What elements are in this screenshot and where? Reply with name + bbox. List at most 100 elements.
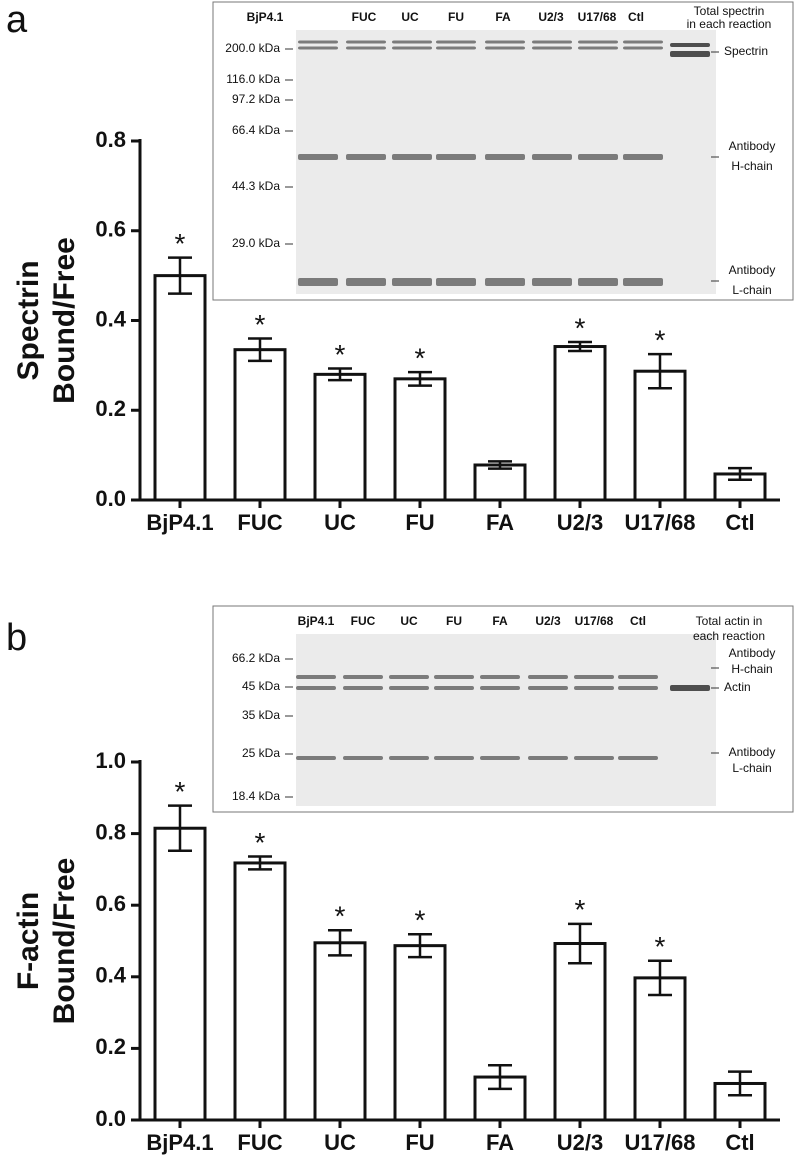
marker-label: 200.0 kDa	[225, 41, 280, 55]
error-bar	[488, 460, 512, 470]
x-tick-label: UC	[324, 510, 356, 535]
lane-label: FUC	[351, 614, 376, 628]
gel-band	[389, 686, 429, 690]
lane-label: UC	[401, 10, 419, 24]
x-tick-label: U17/68	[625, 1130, 696, 1155]
y-axis-label: F-actin	[12, 892, 45, 990]
x-tick-label: FUC	[237, 510, 282, 535]
gel-band	[623, 40, 663, 44]
lane-label: U2/3	[538, 10, 564, 24]
error-bar	[168, 804, 192, 853]
gel-band	[623, 278, 663, 286]
total-label: Total spectrin	[694, 4, 765, 18]
bar	[633, 976, 687, 1122]
gel-band	[346, 40, 386, 44]
total-label: Total actin in	[696, 614, 763, 628]
band-label: Antibody	[729, 745, 776, 759]
gel-band	[574, 686, 614, 690]
lane-label: Ctl	[628, 10, 644, 24]
significance-mark: *	[335, 339, 346, 370]
band-label: Antibody	[729, 139, 776, 153]
bar	[553, 942, 607, 1122]
gel-band	[392, 40, 432, 44]
gel-band	[578, 46, 618, 50]
panel-label: a	[6, 0, 28, 41]
significance-mark: *	[655, 325, 666, 356]
gel-band	[480, 756, 520, 760]
significance-mark: *	[335, 901, 346, 932]
significance-mark: *	[175, 228, 186, 259]
y-tick-label: 0.8	[95, 819, 126, 844]
gel-band	[485, 278, 525, 286]
gel-band	[434, 756, 474, 760]
x-tick-label: U17/68	[625, 510, 696, 535]
marker-label: 116.0 kDa	[226, 72, 280, 86]
x-tick-label: UC	[324, 1130, 356, 1155]
error-bar	[328, 367, 352, 382]
bar	[473, 463, 527, 502]
error-bar	[248, 337, 272, 363]
gel-band	[389, 675, 429, 679]
total-label: each reaction	[693, 629, 765, 643]
x-tick-label: Ctl	[725, 1130, 754, 1155]
x-tick-label: FU	[405, 1130, 434, 1155]
x-tick-label: FA	[486, 1130, 514, 1155]
error-bar	[328, 929, 352, 957]
lane-label: BjP4.1	[247, 10, 284, 24]
y-tick-label: 0.2	[95, 1034, 126, 1059]
gel-band	[346, 278, 386, 286]
gel-band	[623, 154, 663, 160]
y-tick-label: 0.0	[95, 1106, 126, 1131]
gel-band	[532, 46, 572, 50]
lane-label: BjP4.1	[298, 614, 335, 628]
lane-label: U17/68	[578, 10, 617, 24]
error-bar	[408, 370, 432, 387]
lane-label: U17/68	[575, 614, 614, 628]
bar	[633, 369, 687, 502]
gel-band	[343, 675, 383, 679]
gel-band	[670, 51, 710, 57]
bar	[393, 377, 447, 502]
gel-band	[392, 46, 432, 50]
y-tick-label: 0.8	[95, 127, 126, 152]
error-bar	[248, 855, 272, 871]
gel-band	[578, 40, 618, 44]
gel-band	[480, 686, 520, 690]
gel-band	[296, 675, 336, 679]
gel-band	[532, 40, 572, 44]
lane-label: FU	[446, 614, 462, 628]
gel-band	[574, 675, 614, 679]
marker-label: 66.4 kDa	[232, 123, 280, 137]
lane-label: FU	[448, 10, 464, 24]
x-tick-label: U2/3	[557, 1130, 603, 1155]
y-axis-label: Bound/Free	[48, 237, 81, 404]
gel-band	[346, 46, 386, 50]
x-tick-label: FU	[405, 510, 434, 535]
y-tick-label: 0.4	[95, 306, 126, 331]
lane-label: UC	[400, 614, 418, 628]
gel-band	[343, 686, 383, 690]
gel-band	[298, 278, 338, 286]
gel-background	[296, 30, 716, 294]
band-label: Antibody	[729, 646, 776, 660]
lane-label: FA	[492, 614, 508, 628]
band-label: H-chain	[731, 662, 772, 676]
bar	[153, 826, 207, 1122]
error-bar	[728, 1070, 752, 1097]
gel-band	[436, 46, 476, 50]
gel-band	[623, 46, 663, 50]
significance-mark: *	[575, 312, 586, 343]
gel-inset: BjP4.1 FUC UC FU FA U2/3 U17/68 Ctl Total spectr…	[212, 1, 794, 301]
significance-mark: *	[255, 827, 266, 858]
significance-mark: *	[415, 905, 426, 936]
marker-label: 97.2 kDa	[232, 92, 280, 106]
gel-band	[618, 675, 658, 679]
error-bar	[408, 932, 432, 959]
y-axis-label: Bound/Free	[48, 858, 81, 1025]
lane-label: FA	[495, 10, 511, 24]
gel-band	[528, 686, 568, 690]
x-tick-label: FA	[486, 510, 514, 535]
gel-band	[485, 154, 525, 160]
gel-band	[578, 154, 618, 160]
